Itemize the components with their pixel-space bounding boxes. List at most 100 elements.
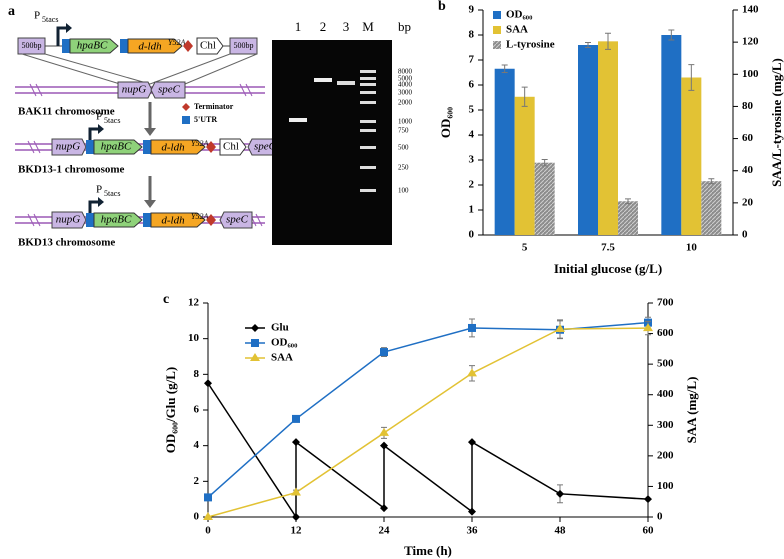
legend-label: 5'UTR (194, 115, 217, 124)
marker (468, 507, 476, 516)
bar (618, 201, 638, 235)
utr (143, 140, 151, 154)
y2-axis-title: SAA (mg/L) (684, 377, 699, 444)
label: Y52A (168, 38, 185, 47)
error-bar (541, 158, 548, 167)
y-tick-label: 0 (469, 229, 475, 241)
panel-a: a 500bp P 5tacs hpaBC d-ldh Y52A Chl 500… (8, 4, 413, 248)
legend-label: Terminator (194, 102, 234, 111)
label: 5tacs (104, 189, 120, 198)
arrowhead (144, 128, 156, 136)
label: 5tacs (104, 116, 120, 125)
terminator (183, 40, 193, 52)
ladder-band (360, 129, 376, 132)
legend-marker (251, 339, 259, 347)
y-tick-label: 8 (469, 29, 475, 41)
ladder-band (360, 83, 376, 86)
x-tick-label: 5 (522, 242, 528, 254)
marker (468, 438, 476, 447)
marker (643, 323, 653, 332)
lane-label: 2 (320, 19, 327, 34)
ladder-band (360, 189, 376, 192)
ladder-label: 100 (398, 187, 409, 195)
marker (292, 513, 300, 521)
utr (120, 39, 128, 53)
error-bar (521, 86, 528, 107)
legend-marker (182, 103, 190, 111)
legend-label: SAA (271, 352, 293, 364)
label: 5tacs (42, 15, 58, 24)
lane-label: 1 (295, 19, 302, 34)
label: d-ldh (161, 142, 185, 154)
y-tick-label: 6 (469, 79, 475, 91)
bar (514, 96, 535, 236)
ladder-band (360, 91, 376, 94)
utr (143, 213, 151, 227)
gene (69, 38, 119, 54)
y-tick-label: 0 (194, 511, 200, 523)
arrowhead (98, 197, 104, 207)
x-tick-label: 0 (205, 525, 211, 537)
lane-label: 3 (343, 19, 350, 34)
y-tick-label: 4 (469, 129, 475, 141)
y-tick-label: 10 (188, 332, 200, 344)
marker (380, 441, 388, 450)
ladder-band (360, 146, 376, 149)
y2-tick-label: 80 (742, 100, 754, 112)
y2-tick-label: 700 (657, 297, 674, 309)
strain-label: BKD13 chromosome (18, 237, 115, 249)
gene (219, 211, 253, 229)
marker (468, 323, 476, 332)
bar (598, 41, 618, 235)
y-tick-label: 6 (194, 404, 200, 416)
error-bar (625, 198, 631, 205)
y2-tick-label: 120 (742, 36, 759, 48)
marker (380, 348, 388, 357)
y2-tick-label: 100 (657, 480, 674, 492)
marker (292, 414, 300, 423)
break (27, 213, 263, 227)
gene (219, 138, 247, 156)
label: hpaBC (101, 141, 132, 153)
ladder-label: 8000 (398, 68, 413, 76)
label: d-ldh (161, 215, 185, 227)
marker (380, 504, 388, 513)
break (29, 83, 253, 97)
y-tick-label: 5 (469, 104, 475, 116)
unit-label: bp (398, 19, 411, 34)
error-bar (708, 178, 715, 185)
error-bar (688, 64, 695, 91)
legend-swatch (493, 11, 501, 19)
utr (86, 213, 94, 227)
marker (556, 489, 564, 498)
promoter-arrow (56, 26, 68, 46)
gene (117, 81, 153, 99)
label: P (96, 184, 102, 196)
y-axis-title: OD₆₀₀/Glu (g/L) (163, 367, 178, 453)
label: Chl (200, 40, 216, 52)
error-bar (605, 32, 611, 50)
x-tick-label: 48 (555, 525, 567, 537)
y-tick-label: 4 (194, 439, 200, 451)
y2-tick-label: 0 (657, 511, 663, 523)
construct: 500bp P 5tacs hpaBC d-ldh Y52A Chl 500bp (17, 10, 258, 85)
y-tick-label: 2 (194, 475, 200, 487)
ladder-band (360, 77, 376, 80)
panel-label: b (438, 0, 446, 14)
gene (150, 212, 206, 228)
ladder-label: 250 (398, 164, 409, 172)
ladder-label: 1000 (398, 118, 413, 126)
bar (661, 35, 682, 235)
strain-label: BKD13-1 chromosome (18, 164, 125, 176)
ladder-band (360, 166, 376, 169)
line (207, 321, 649, 498)
label: 500bp (22, 41, 42, 50)
band (289, 118, 307, 122)
marker (204, 379, 212, 388)
band (314, 78, 332, 82)
gene (51, 138, 87, 156)
marker (291, 487, 301, 496)
x-axis-title: Time (h) (404, 543, 452, 558)
label: Chl (223, 141, 239, 153)
